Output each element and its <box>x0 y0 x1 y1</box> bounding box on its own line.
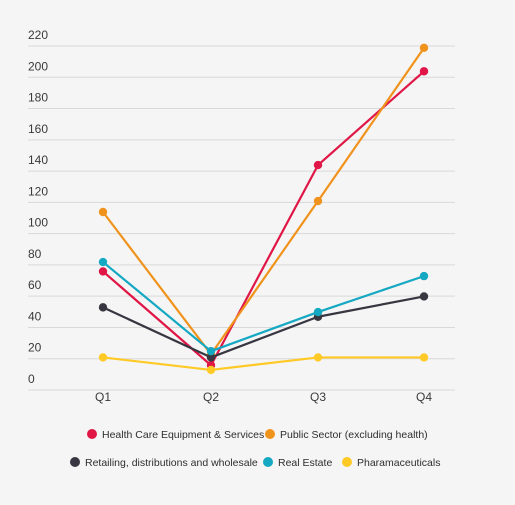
series-line <box>102 356 424 372</box>
legend-label: Public Sector (excluding health) <box>280 429 428 441</box>
legend-swatch <box>70 457 80 467</box>
x-tick-label: Q2 <box>203 390 219 404</box>
legend-item: Pharamaceuticals <box>342 457 440 469</box>
y-tick-label: 20 <box>28 341 42 355</box>
legend-swatch <box>342 457 352 467</box>
data-point <box>313 196 323 206</box>
data-point <box>206 346 216 356</box>
legend-item: Health Care Equipment & Services <box>87 429 264 441</box>
legend-item: Public Sector (excluding health) <box>265 429 428 441</box>
legend-label: Health Care Equipment & Services <box>102 429 264 441</box>
y-tick-label: 140 <box>28 153 48 167</box>
series-group <box>98 353 429 375</box>
y-tick-label: 120 <box>28 184 48 198</box>
legend-item: Real Estate <box>263 457 332 469</box>
y-tick-label: 60 <box>28 278 42 292</box>
data-point <box>98 267 108 276</box>
data-point <box>313 160 323 170</box>
gridlines <box>28 45 455 391</box>
data-point <box>419 292 429 301</box>
data-point <box>98 303 108 312</box>
x-axis-ticks: Q1 Q2 Q3 Q4 <box>95 390 432 404</box>
legend-swatch <box>263 457 273 467</box>
series-lines <box>98 43 429 375</box>
series-group <box>98 257 429 356</box>
x-tick-label: Q3 <box>310 390 326 404</box>
y-tick-label: 0 <box>28 372 35 386</box>
y-axis-ticks: 0 20 40 60 80 100 120 140 160 180 200 220 <box>28 28 48 386</box>
data-point <box>98 257 108 267</box>
series-line <box>102 261 425 353</box>
data-point <box>98 207 108 217</box>
data-point <box>419 43 429 53</box>
x-tick-label: Q4 <box>416 390 432 404</box>
data-point <box>419 67 429 76</box>
legend-item: Retailing, distributions and wholesale <box>70 457 258 469</box>
legend-swatch <box>87 429 97 439</box>
series-line <box>102 295 425 359</box>
series-line <box>102 47 425 356</box>
x-tick-label: Q1 <box>95 390 111 404</box>
data-point <box>419 353 429 362</box>
data-point <box>313 353 323 362</box>
y-tick-label: 220 <box>28 28 48 42</box>
data-point <box>206 365 216 375</box>
y-tick-label: 180 <box>28 91 48 105</box>
legend-label: Pharamaceuticals <box>357 457 440 469</box>
legend: Health Care Equipment & Services Public S… <box>70 429 440 469</box>
y-tick-label: 40 <box>28 309 42 323</box>
legend-label: Retailing, distributions and wholesale <box>85 457 258 469</box>
series-line <box>102 70 425 367</box>
y-tick-label: 200 <box>28 59 48 73</box>
y-tick-label: 80 <box>28 247 42 261</box>
series-group <box>98 67 429 370</box>
y-tick-label: 100 <box>28 216 48 230</box>
data-point <box>313 307 323 317</box>
data-point <box>419 271 429 281</box>
data-point <box>98 353 108 362</box>
data-point <box>206 353 216 362</box>
series-group <box>98 292 429 362</box>
legend-label: Real Estate <box>278 457 332 469</box>
legend-swatch <box>265 429 275 439</box>
y-tick-label: 160 <box>28 122 48 136</box>
